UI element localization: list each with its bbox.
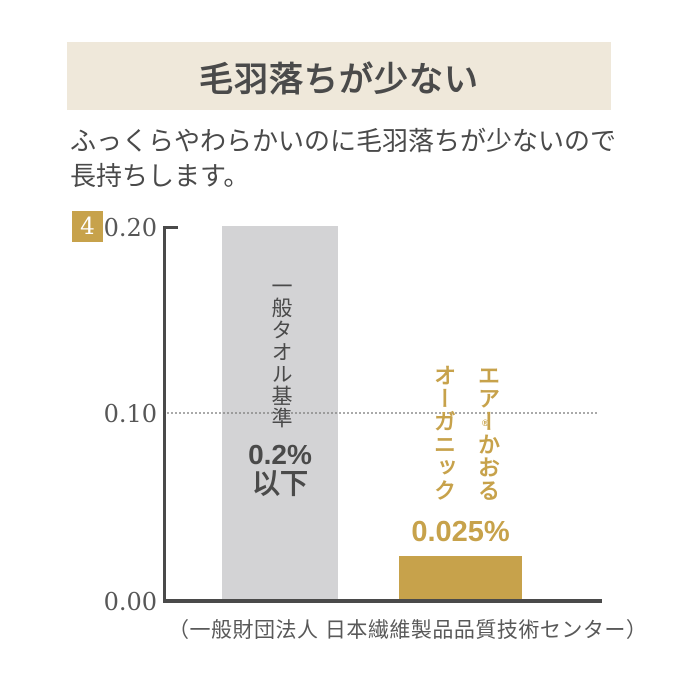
bar-general-value-label: 0.2% 以下 xyxy=(222,440,338,498)
y-tick-label-000: 0.00 xyxy=(103,588,157,616)
title-banner: 毛羽落ちが少ない xyxy=(67,42,611,110)
description-line-2: 長持ちします。 xyxy=(70,161,250,191)
gridline-0-10 xyxy=(167,412,597,414)
y-tick-label-020: 0.20 xyxy=(103,214,157,242)
bar-general-label-wrap: 一般タオル基準 xyxy=(222,275,338,429)
section-number-badge: 4 xyxy=(72,211,103,242)
bar-organic-label-brand: エアーかおる xyxy=(475,364,500,502)
bar-general-category-label: 一般タオル基準 xyxy=(269,275,292,429)
bar-organic-category-label: エアーかおる オーガニック xyxy=(427,364,503,509)
y-axis-top-tick xyxy=(163,226,178,229)
source-caption: （一般財団法人 日本繊維製品品質技術センター） xyxy=(168,619,648,642)
bar-organic-value-label: 0.025% xyxy=(411,516,510,548)
description-line-1: ふっくらやわらかいのに毛羽落ちが少ないので xyxy=(70,126,617,156)
x-axis-baseline xyxy=(163,599,602,603)
y-axis-line xyxy=(163,226,166,603)
bar-organic-label-organic: オーガニック xyxy=(431,364,456,502)
section-number: 4 xyxy=(80,213,95,240)
y-tick-label-010: 0.10 xyxy=(103,400,157,428)
page-title: 毛羽落ちが少ない xyxy=(199,60,479,99)
registered-trademark-mark: ® xyxy=(482,418,489,428)
bar-air-kaoru-organic xyxy=(399,556,522,599)
description-text: ふっくらやわらかいのに毛羽落ちが少ないので 長持ちします。 xyxy=(70,124,630,194)
bar-general-value-percent: 0.2% xyxy=(248,439,312,470)
bar-general-value-suffix: 以下 xyxy=(251,468,308,499)
